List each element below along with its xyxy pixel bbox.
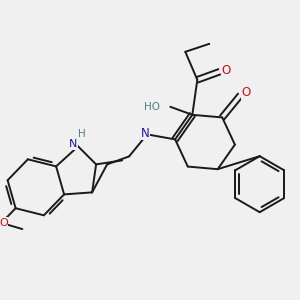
Text: N: N xyxy=(69,140,77,149)
Text: O: O xyxy=(0,218,8,228)
Text: H: H xyxy=(78,129,86,140)
Text: HO: HO xyxy=(144,102,160,112)
Text: O: O xyxy=(222,64,231,77)
Text: N: N xyxy=(141,127,149,140)
Text: O: O xyxy=(242,86,251,99)
